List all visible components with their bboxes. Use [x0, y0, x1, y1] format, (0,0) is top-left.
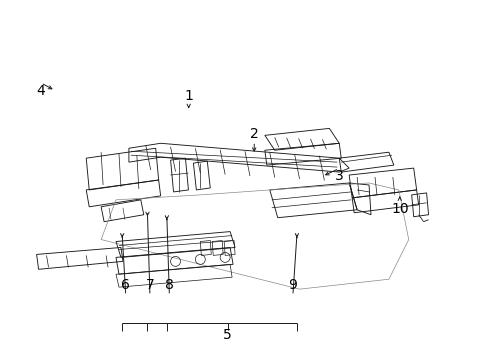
Text: 9: 9 — [288, 278, 297, 292]
Text: 2: 2 — [249, 127, 258, 140]
Text: 10: 10 — [390, 202, 408, 216]
Text: 4: 4 — [36, 84, 45, 98]
Text: 6: 6 — [121, 278, 130, 292]
Text: 8: 8 — [164, 278, 173, 292]
Text: 1: 1 — [184, 89, 193, 103]
Text: 5: 5 — [223, 328, 231, 342]
Text: 3: 3 — [334, 170, 343, 184]
Text: 7: 7 — [145, 278, 154, 292]
